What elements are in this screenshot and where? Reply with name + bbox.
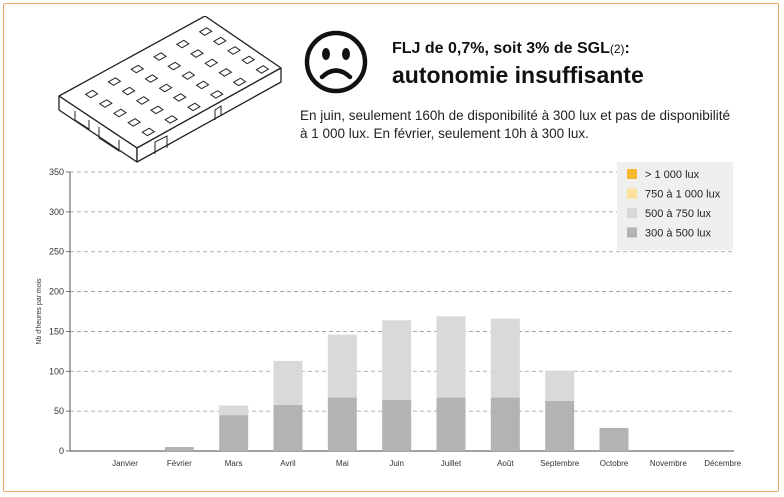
legend-label-s300: 300 à 500 lux <box>645 228 712 240</box>
skylight <box>141 127 156 137</box>
x-tick-label: Avril <box>280 459 296 468</box>
y-axis-label: Nb d'heures par mois <box>36 278 43 345</box>
skylight <box>172 93 187 102</box>
skylight <box>167 61 182 71</box>
y-tick-label: 300 <box>49 207 64 217</box>
legend-swatch-s1000 <box>627 169 637 179</box>
skylight <box>204 58 219 68</box>
bar-s500 <box>327 334 357 398</box>
y-tick-label: 50 <box>54 406 64 416</box>
skylight <box>241 55 256 65</box>
skylight <box>158 83 173 93</box>
skylight <box>98 99 113 108</box>
x-tick-label: Janvier <box>112 459 138 468</box>
building-roof-icon <box>58 16 282 163</box>
bar-s500 <box>436 316 466 398</box>
y-tick-label: 100 <box>49 366 64 376</box>
y-tick-label: 150 <box>49 326 64 336</box>
chart-subtitle: autonomie insuffisante <box>392 62 644 88</box>
bar-s300 <box>436 397 466 451</box>
skylight <box>181 71 196 80</box>
x-tick-label: Juillet <box>441 459 462 468</box>
skylight <box>190 49 204 58</box>
skylight <box>130 64 145 74</box>
bar-s500 <box>273 360 303 405</box>
description-text: En juin, seulement 160h de disponibilité… <box>300 108 731 141</box>
bar-s300 <box>599 427 629 451</box>
skylight <box>164 115 179 124</box>
skylight <box>218 68 233 77</box>
skylight <box>150 105 164 115</box>
skylight <box>198 27 213 36</box>
skylight <box>227 46 241 55</box>
x-tick-label: Septembre <box>540 459 580 468</box>
bar-s300 <box>273 404 303 451</box>
bar-s500 <box>382 320 412 400</box>
skylight <box>135 96 150 105</box>
sad-face-icon <box>304 30 368 94</box>
x-tick-label: Février <box>167 459 192 468</box>
skylight <box>232 77 247 87</box>
skylight <box>121 86 136 96</box>
legend-label-s1000: > 1 000 lux <box>645 169 700 181</box>
skylight <box>175 39 190 49</box>
bar-s500 <box>545 370 575 401</box>
bar-s300 <box>382 399 412 451</box>
legend-label-s500: 500 à 750 lux <box>645 208 712 220</box>
skylight <box>144 74 159 83</box>
skylight <box>84 89 99 99</box>
bar-s300 <box>164 447 194 451</box>
x-tick-label: Décembre <box>704 459 741 468</box>
x-tick-label: Mai <box>336 459 349 468</box>
x-tick-label: Mars <box>225 459 243 468</box>
bar-s300 <box>219 415 249 451</box>
skylight <box>195 80 210 90</box>
bar-s500 <box>490 318 520 398</box>
y-tick-label: 0 <box>59 446 64 456</box>
skylight <box>153 52 167 61</box>
x-tick-label: Juin <box>389 459 404 468</box>
skylight <box>113 108 127 118</box>
title-reference: (2) <box>609 42 625 56</box>
legend-label-s750: 750 à 1 000 lux <box>645 189 721 201</box>
bar-s300 <box>327 397 357 451</box>
skylight <box>107 77 122 86</box>
x-tick-label: Août <box>497 459 514 468</box>
y-tick-label: 200 <box>49 287 64 297</box>
bar-s500 <box>219 405 249 416</box>
legend-swatch-s750 <box>627 188 637 199</box>
skylight <box>127 118 142 127</box>
y-tick-label: 350 <box>49 167 64 177</box>
legend-swatch-s500 <box>627 208 637 218</box>
chart-title: FLJ de 0,7%, soit 3% de SGL(2): <box>392 40 630 57</box>
x-tick-label: Octobre <box>600 459 629 468</box>
skylight <box>209 90 224 99</box>
bar-s300 <box>545 400 575 451</box>
legend-swatch-s300 <box>627 227 637 238</box>
skylight <box>187 102 201 112</box>
bar-s300 <box>490 397 520 451</box>
skylight <box>212 36 227 46</box>
y-tick-label: 250 <box>49 247 64 257</box>
x-tick-label: Novembre <box>650 459 687 468</box>
skylight <box>255 65 270 74</box>
